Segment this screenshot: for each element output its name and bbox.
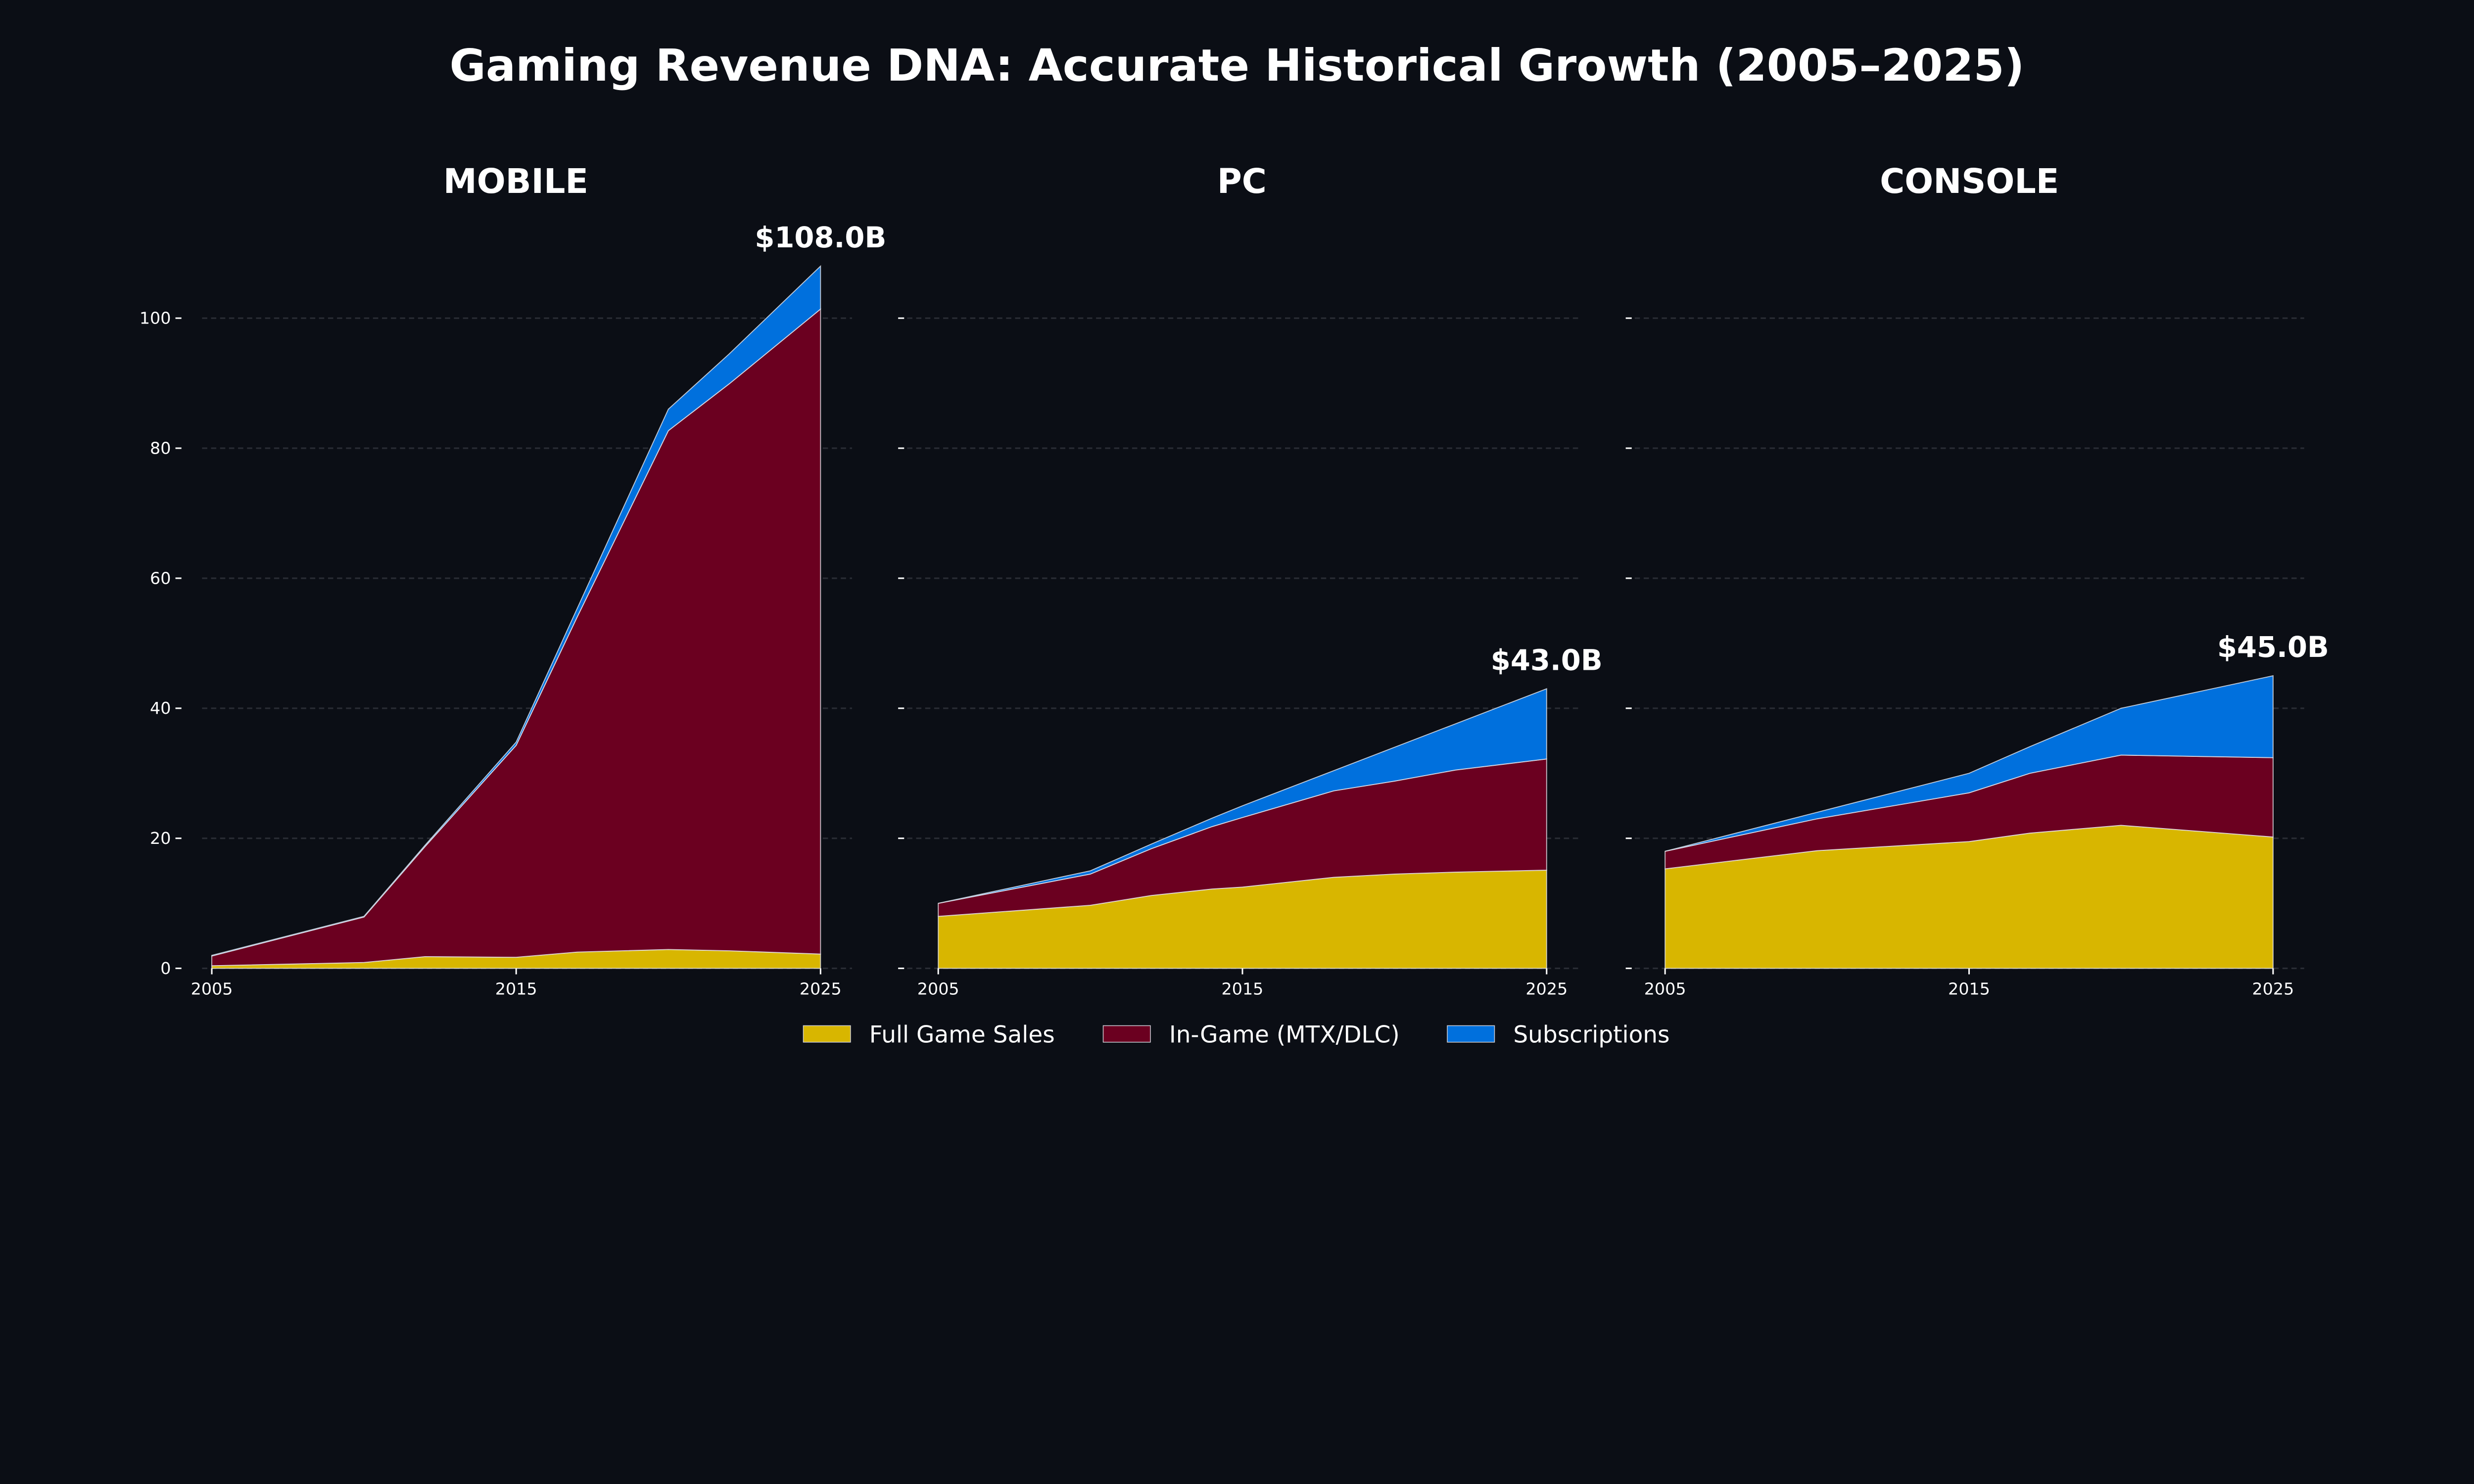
panel-mobile: MOBILE 0 20 40 60 80 100 2005 2015 2025 $108.0B — [140, 162, 887, 998]
legend-item: In-Game (MTX/DLC) — [1102, 1021, 1400, 1049]
x-tick-label: 2005 — [191, 979, 233, 999]
total-value-label: $108.0B — [755, 221, 886, 254]
panel-pc: PC 2005 2015 2025 $43.0B — [898, 162, 1603, 999]
y-tick-label: 80 — [150, 438, 171, 458]
panel-title: CONSOLE — [1880, 162, 2059, 201]
legend-swatch — [1447, 1025, 1495, 1043]
panels: MOBILE 0 20 40 60 80 100 2005 2015 2025 $108.0B PC 2… — [140, 162, 2329, 998]
y-tick-label: 60 — [150, 568, 171, 588]
x-tick-label: 2025 — [2252, 979, 2294, 999]
x-tick-label: 2005 — [1644, 979, 1686, 999]
panel-title: MOBILE — [443, 162, 588, 201]
area-subscriptions — [938, 688, 1547, 904]
x-tick-label: 2015 — [1948, 979, 1990, 999]
y-tick-label: 0 — [160, 959, 171, 978]
area-subscriptions — [211, 265, 821, 957]
x-tick-label: 2015 — [1222, 979, 1264, 999]
y-tick-label: 20 — [150, 829, 171, 848]
x-tick-label: 2025 — [1525, 979, 1568, 999]
area-subscriptions — [1665, 675, 2274, 852]
legend-label: In-Game (MTX/DLC) — [1169, 1021, 1400, 1049]
panel-title: PC — [1217, 162, 1267, 201]
panel-console: CONSOLE 2005 2015 2025 $45.0B — [1625, 162, 2329, 999]
legend-swatch — [803, 1025, 851, 1043]
x-tick-label: 2005 — [917, 979, 959, 999]
legend: Full Game Sales In-Game (MTX/DLC) Subscrip… — [803, 1021, 1670, 1049]
legend-item: Full Game Sales — [803, 1021, 1055, 1049]
chart-figure: Gaming Revenue DNA: Accurate Historical … — [139, 40, 2329, 1049]
y-tick-label: 100 — [140, 309, 171, 328]
chart-title: Gaming Revenue DNA: Accurate Historical … — [450, 40, 2025, 92]
x-tick-label: 2025 — [800, 979, 842, 999]
x-tick-label: 2015 — [495, 979, 537, 999]
legend-label: Subscriptions — [1513, 1021, 1669, 1049]
y-tick-label: 40 — [150, 698, 171, 718]
legend-swatch — [1102, 1025, 1151, 1043]
legend-item: Subscriptions — [1447, 1021, 1670, 1049]
total-value-label: $43.0B — [1491, 644, 1603, 677]
legend-label: Full Game Sales — [869, 1021, 1055, 1049]
total-value-label: $45.0B — [2217, 631, 2329, 664]
